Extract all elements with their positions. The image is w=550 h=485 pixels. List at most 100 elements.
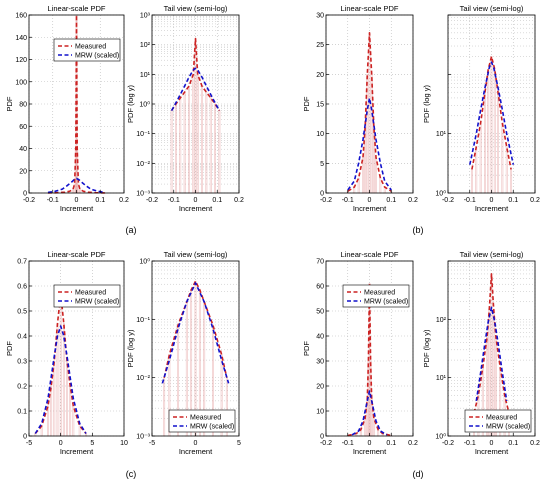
y-tick-label: 10¹ [140,72,151,79]
y-axis-label: PDF [5,96,14,111]
y-tick-label: 0.1 [17,409,27,416]
subplot-title: Tail view (semi-log) [460,250,524,259]
legend-box [53,38,121,62]
x-tick-label: 0.1 [508,197,518,204]
axes-frame [28,260,125,437]
y-tick-label: 20 [316,72,324,79]
mrw-series-line [161,282,230,384]
y-tick-label: 0 [23,191,27,198]
subplot-title: Linear-scale PDF [48,250,106,259]
x-tick-label: -0.2 [320,197,332,204]
y-tick-label: 0 [23,434,27,441]
legend-box [53,284,121,308]
x-tick-label: 0.2 [408,440,418,447]
x-tick-label: 10 [120,440,128,447]
subplot-1: -0.2 -0.1 0 0.1 0.2 0 20 40 60 80 100 120 140 160 Line… [5,4,129,213]
y-tick-label: 60 [19,124,27,131]
x-tick-label: 0.1 [508,440,518,447]
y-tick-label: 10⁻² [136,375,150,382]
x-tick-label: 0.1 [386,440,396,447]
measured-series-line [473,273,510,413]
y-tick-label: 10⁻¹ [136,131,150,138]
y-axis-label: PDF [302,341,311,356]
mrw-series-line [170,67,221,111]
x-axis-label: Increment [353,447,387,456]
y-axis-label: PDF [5,341,14,356]
x-tick-label: -0.2 [442,197,454,204]
x-tick-label: 0.2 [234,197,244,204]
y-tick-label: 25 [316,42,324,49]
x-axis-label: Increment [179,447,213,456]
y-tick-label: 40 [316,334,324,341]
y-tick-label: 100 [15,79,27,86]
y-tick-label: 10² [140,42,151,49]
subplot-2: -0.2 -0.1 0 0.1 0.2 10⁻³ 10⁻² 10⁻¹ 10⁰ 10¹ 10² 10³ T… [126,4,244,213]
legend: Measured MRW (scaled) [53,284,121,308]
x-axis-label: Increment [475,447,509,456]
x-tick-label: 5 [237,440,241,447]
mrw-series-line [47,177,106,194]
x-tick-label: -0.2 [146,197,158,204]
subplot-title: Linear-scale PDF [341,250,399,259]
x-tick-label: 0 [75,197,79,204]
panel-label: (b) [413,225,424,235]
y-tick-label: 120 [15,57,27,64]
x-tick-label: 0 [490,440,494,447]
subplot-6: -5 0 5 10⁻³ 10⁻² 10⁻¹ 10⁰ Tail view (semi-log) I… [126,250,241,456]
y-tick-label: 40 [19,146,27,153]
y-tick-label: 0.6 [17,284,27,291]
y-tick-label: 70 [316,259,324,266]
subplot-5: -5 0 5 1000.10.20.30.40.50.60.7Linear-scale… [5,250,128,456]
x-tick-label: 0.2 [530,197,540,204]
y-tick-label: 0 [320,191,324,198]
y-tick-label: 10² [436,317,447,324]
y-axis-label: PDF (log y) [126,329,135,367]
subplot-7: -0.2 -0.1 0 0.1 0.2 0 10 20 30 40 50 60 70 Linear-sca… [302,250,418,456]
subplot-title: Tail view (semi-log) [164,250,228,259]
legend-entry: MRW (scaled) [190,424,234,431]
y-tick-label: 10⁰ [435,190,446,198]
legend-entry: MRW (scaled) [75,53,119,60]
y-tick-label: 10⁰ [139,101,150,109]
legend-entry: MRW (scaled) [364,299,408,306]
x-tick-label: 0 [194,197,198,204]
y-tick-label: 30 [316,359,324,366]
y-axis-label: PDF (log y) [422,85,431,123]
y-axis-label: PDF (log y) [422,329,431,367]
y-tick-label: 10¹ [436,131,447,138]
legend-box [168,409,236,433]
legend: Measured MRW (scaled) [53,38,121,62]
subplot-title: Tail view (semi-log) [460,4,524,13]
y-tick-label: 10⁻³ [136,434,150,441]
y-tick-label: 0.7 [17,259,27,266]
x-tick-label: -0.1 [342,440,354,447]
subplot-8: -0.2 -0.1 0 0.1 0.2 10⁰ 10¹ 10² Tail view (semi-… [422,250,540,456]
x-tick-label: 0.2 [119,197,129,204]
measured-series-line [471,55,512,170]
legend: Measured MRW (scaled) [464,409,532,433]
legend-box [342,284,410,308]
mrw-series-line [469,61,515,165]
y-tick-label: 10⁻³ [136,191,150,198]
subplot-3: -0.2 -0.1 0 0.1 0.2 0 5 10 15 20 25 30 Linear-scale … [302,4,418,213]
y-tick-label: 160 [15,13,27,20]
x-tick-label: 0 [59,440,63,447]
x-axis-label: Increment [353,204,387,213]
y-tick-label: 60 [316,284,324,291]
x-tick-label: -5 [26,440,32,447]
x-tick-label: 0.2 [530,440,540,447]
y-tick-label: 80 [19,102,27,109]
y-tick-label: 30 [316,13,324,20]
x-tick-label: 0 [194,440,198,447]
x-tick-label: -0.1 [464,197,476,204]
legend-entry: Measured [364,290,395,297]
mrw-series-line [34,325,87,434]
subplot-title: Linear-scale PDF [48,4,106,13]
x-tick-label: -5 [149,440,155,447]
subplot-title: Tail view (semi-log) [164,4,228,13]
legend-entry: Measured [486,415,517,422]
legend-entry: MRW (scaled) [486,424,530,431]
legend-entry: Measured [75,290,106,297]
panel-label: (a) [126,225,137,235]
x-tick-label: -0.2 [320,440,332,447]
